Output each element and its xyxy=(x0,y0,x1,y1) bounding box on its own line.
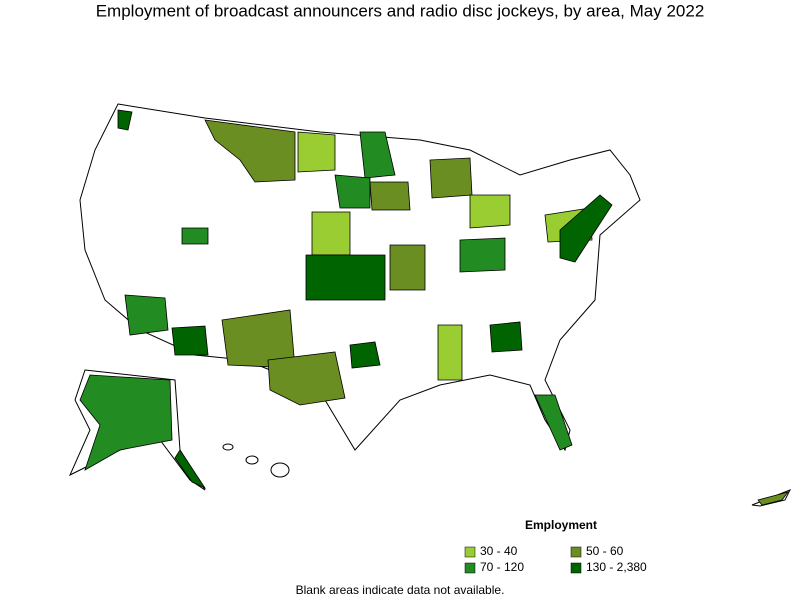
hawaii xyxy=(270,462,290,478)
area-patch xyxy=(437,324,463,381)
area-patch xyxy=(389,244,426,291)
legend-label: 50 - 60 xyxy=(586,544,624,558)
area-patch xyxy=(174,449,207,489)
area-patch xyxy=(757,491,790,506)
legend-swatch xyxy=(570,546,582,558)
area-patch xyxy=(267,351,346,406)
area-patch xyxy=(369,181,411,211)
area-patch xyxy=(559,194,613,263)
area-patch xyxy=(334,174,371,209)
legend-label: 30 - 40 xyxy=(480,544,518,558)
legend-swatch xyxy=(464,562,476,574)
legend-swatch xyxy=(464,546,476,558)
legend-swatch xyxy=(570,562,582,574)
map xyxy=(68,103,792,507)
area-patch xyxy=(359,131,396,179)
area-patch xyxy=(459,237,506,273)
area-patch xyxy=(469,194,511,229)
area-patch xyxy=(297,131,336,173)
area-patch xyxy=(117,109,133,131)
footnote: Blank areas indicate data not available. xyxy=(296,583,505,597)
area-patch xyxy=(181,227,209,245)
legend-title: Employment xyxy=(525,518,597,532)
area-patch xyxy=(124,294,169,336)
area-patch xyxy=(204,119,296,183)
map-title: Employment of broadcast announcers and r… xyxy=(96,1,705,20)
hawaii xyxy=(222,443,234,451)
hawaii xyxy=(245,455,259,465)
area-patch xyxy=(534,394,573,451)
area-patch xyxy=(349,341,381,369)
area-patch xyxy=(311,211,351,256)
area-patch xyxy=(171,325,209,356)
legend-label: 70 - 120 xyxy=(480,560,524,574)
area-patch xyxy=(305,254,386,301)
area-patch xyxy=(79,374,173,471)
legend-label: 130 - 2,380 xyxy=(586,560,647,574)
area-patch xyxy=(489,321,523,353)
legend: 30 - 40 50 - 60 70 - 120 130 - 2,380 xyxy=(464,544,647,574)
area-patch xyxy=(429,157,473,199)
